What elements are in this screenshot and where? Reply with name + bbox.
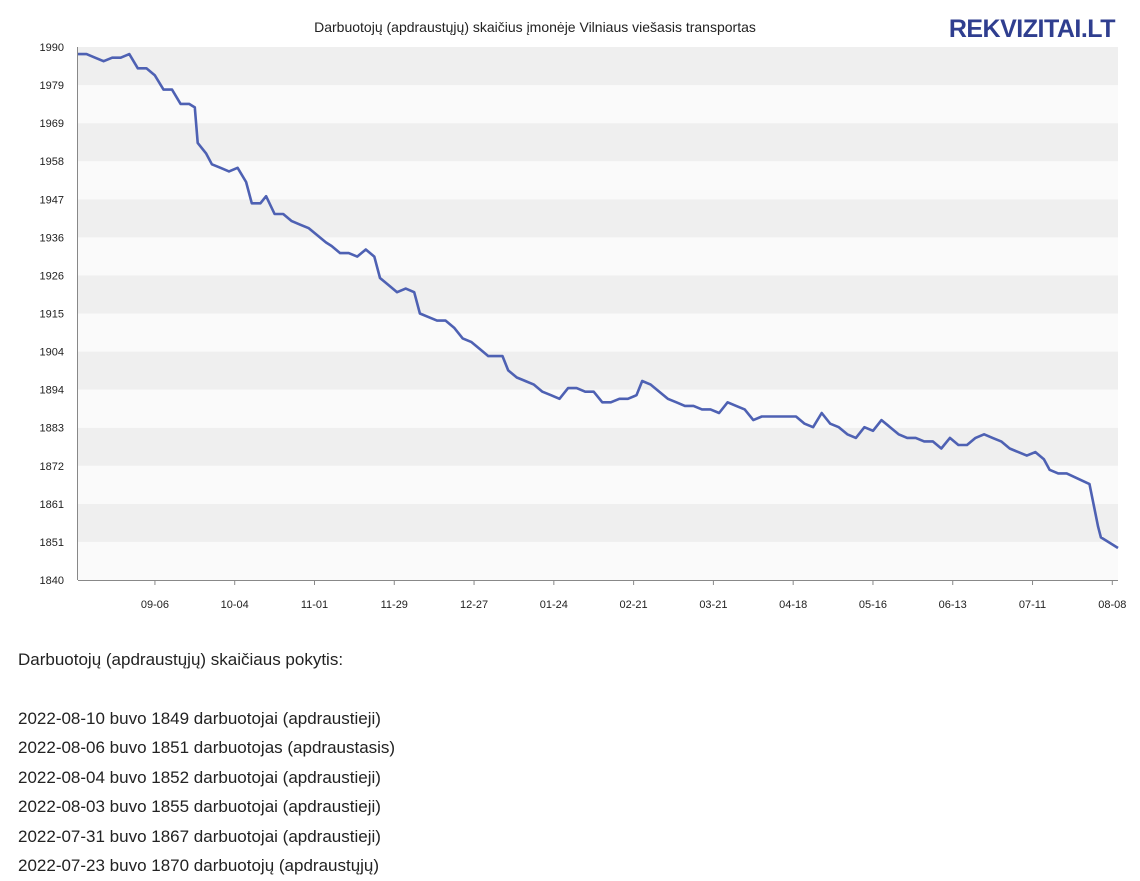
series-line	[78, 52, 1119, 550]
x-tick-label: 04-18	[779, 599, 807, 611]
grid-band	[78, 503, 1118, 542]
y-tick-label: 1915	[40, 309, 64, 321]
grid-band	[78, 351, 1118, 390]
grid-band	[78, 161, 1118, 200]
grid-bands	[78, 47, 1118, 580]
change-list-section: Darbuotojų (apdraustųjų) skaičiaus pokyt…	[18, 645, 395, 881]
grid-band	[78, 123, 1118, 162]
y-tick-label: 1958	[40, 156, 64, 168]
grid-band	[78, 541, 1118, 580]
y-axis-ticks: 1990 1979 1969 1958 1947 1936 1926 1915 1904 1894…	[40, 42, 64, 587]
change-list-item: 2022-08-10 buvo 1849 darbuotojai (apdrau…	[18, 708, 381, 728]
change-list-item: 2022-08-04 buvo 1852 darbuotojai (apdrau…	[18, 767, 381, 787]
y-tick-label: 1851	[40, 537, 64, 549]
y-tick-label: 1969	[40, 118, 64, 130]
grid-band	[78, 85, 1118, 124]
x-axis-ticks: 09-06 10-04 11-01 11-29 12-27 01-24 02-21 03-21…	[141, 580, 1126, 611]
y-tick-label: 1883	[40, 423, 64, 435]
x-tick-label: 12-27	[460, 599, 488, 611]
x-tick-label: 03-21	[699, 599, 727, 611]
change-list-heading: Darbuotojų (apdraustųjų) skaičiaus pokyt…	[18, 650, 344, 669]
y-tick-label: 1872	[40, 461, 64, 473]
x-tick-label: 09-06	[141, 599, 169, 611]
y-tick-label: 1936	[40, 232, 64, 244]
grid-band	[78, 199, 1118, 238]
y-tick-label: 1861	[40, 499, 64, 511]
x-tick-label: 07-11	[1019, 599, 1046, 611]
y-tick-label: 1979	[40, 80, 64, 92]
line-chart: Darbuotojų (apdraustųjų) skaičius įmonėj…	[40, 15, 1127, 611]
grid-band	[78, 47, 1118, 86]
x-tick-label: 01-24	[540, 599, 568, 611]
change-list: 2022-08-10 buvo 1849 darbuotojai (apdrau…	[18, 704, 395, 881]
y-tick-label: 1926	[40, 270, 64, 282]
chart-area: Darbuotojų (apdraustųjų) skaičius įmonėj…	[40, 15, 1127, 611]
x-tick-label: 02-21	[620, 599, 648, 611]
grid-band	[78, 427, 1118, 466]
change-list-item: 2022-07-31 buvo 1867 darbuotojai (apdrau…	[18, 826, 381, 846]
change-list-item: 2022-08-06 buvo 1851 darbuotojas (apdrau…	[18, 738, 396, 757]
y-tick-label: 1840	[40, 575, 64, 587]
x-tick-label: 05-16	[859, 599, 887, 611]
grid-band	[78, 237, 1118, 276]
rekvizitai-logo[interactable]: REKVIZITAI.LT	[949, 15, 1116, 43]
x-tick-label: 08-08	[1098, 599, 1126, 611]
y-tick-label: 1947	[40, 194, 64, 206]
grid-band	[78, 313, 1118, 352]
x-tick-label: 11-01	[301, 599, 328, 611]
y-tick-label: 1894	[40, 385, 64, 397]
grid-band	[78, 275, 1118, 314]
y-tick-label: 1904	[40, 347, 64, 359]
y-tick-label: 1990	[40, 42, 64, 54]
x-tick-label: 10-04	[221, 599, 249, 611]
change-list-item: 2022-07-23 buvo 1870 darbuotojų (apdraus…	[18, 856, 380, 875]
chart-title: Darbuotojų (apdraustųjų) skaičius įmonėj…	[314, 19, 756, 35]
x-tick-label: 11-29	[381, 599, 408, 611]
change-list-item: 2022-08-03 buvo 1855 darbuotojai (apdrau…	[18, 797, 381, 816]
x-tick-label: 06-13	[939, 599, 967, 611]
grid-band	[78, 465, 1118, 504]
